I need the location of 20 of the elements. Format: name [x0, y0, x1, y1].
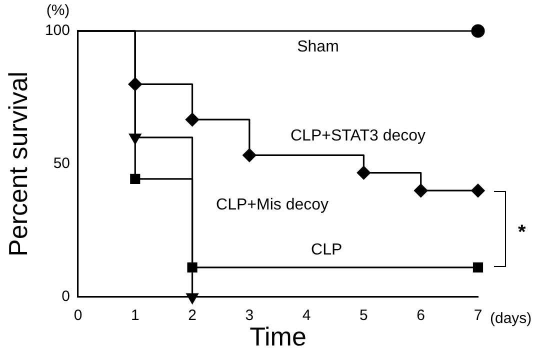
- x-tick-label: 0: [74, 307, 82, 324]
- x-tick-label: 5: [360, 307, 368, 324]
- text: *: [518, 222, 526, 244]
- x-tick-label: 7: [474, 307, 482, 324]
- x-tick-label: 2: [188, 307, 196, 324]
- x-tick-label: 1: [130, 307, 140, 324]
- x-axis-title: Time: [250, 322, 306, 352]
- series-label: Sham: [297, 38, 339, 56]
- x-tick-label: 6: [416, 307, 426, 324]
- y-axis-title: Percent survival: [2, 72, 33, 256]
- x-tick-label: 3: [245, 307, 254, 324]
- text: (days): [490, 310, 532, 328]
- text: (%): [46, 2, 70, 20]
- y-tick-label: 0: [62, 288, 70, 306]
- y-tick-label: 50: [53, 155, 70, 172]
- x-tick-label: 4: [302, 307, 311, 324]
- series-label: CLP+Mis decoy: [216, 196, 329, 214]
- y-tick-label: 100: [44, 22, 70, 40]
- series-label: CLP+STAT3 decoy: [290, 127, 426, 144]
- series-label: CLP: [311, 241, 342, 258]
